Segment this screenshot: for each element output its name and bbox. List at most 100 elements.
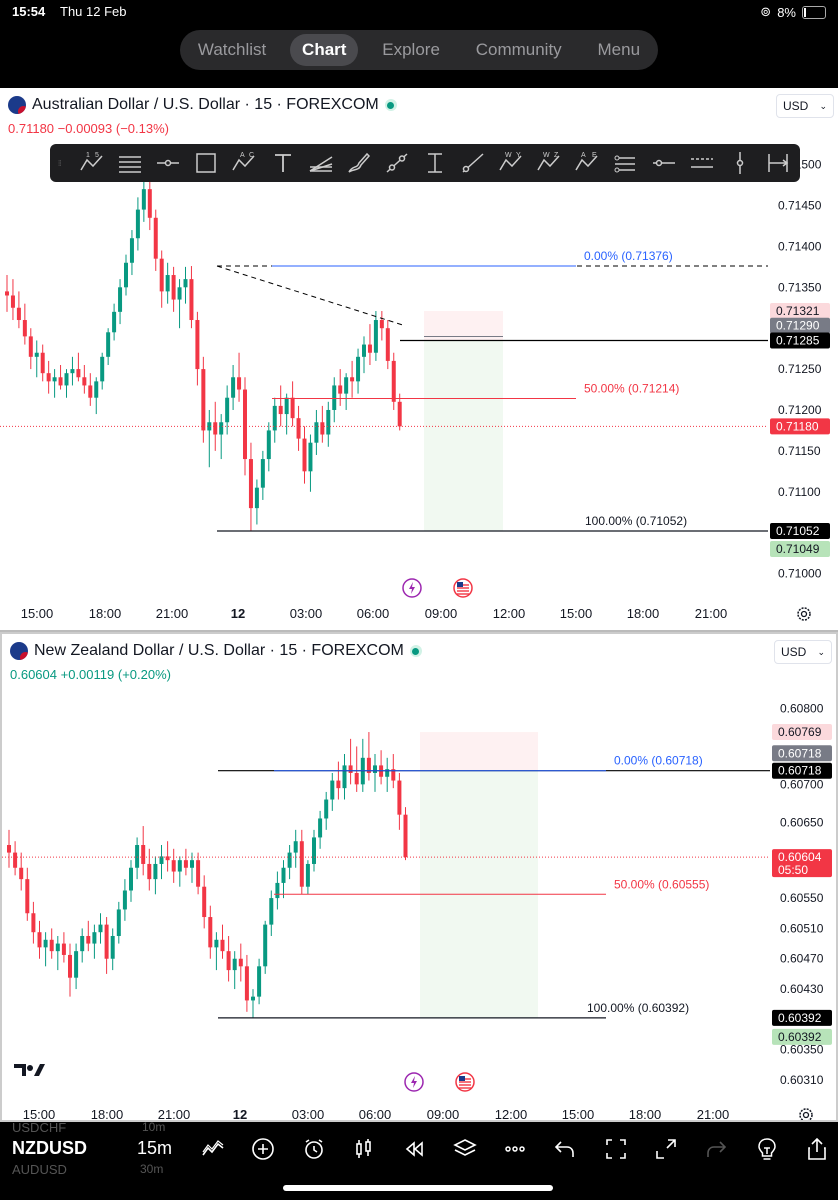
date-range-icon[interactable] — [764, 149, 792, 177]
add-icon[interactable] — [250, 1136, 276, 1162]
symbol-picker[interactable]: NZDUSD — [12, 1138, 87, 1158]
candle — [299, 829, 304, 895]
time-axis-label: 12:00 — [495, 1107, 528, 1120]
tab-community[interactable]: Community — [475, 40, 562, 59]
parallel-lines-icon[interactable] — [611, 149, 639, 177]
fib-fan-icon[interactable] — [307, 149, 335, 177]
bottom-toolbar: USDCHF NZDUSD AUDUSD 10m 15m 30m — [0, 1120, 838, 1200]
rectangle-icon[interactable] — [192, 149, 220, 177]
drawing-tools-icon[interactable] — [200, 1136, 226, 1162]
candle — [278, 385, 283, 427]
candle-body — [82, 377, 87, 386]
candle-body — [58, 377, 63, 386]
tab-menu[interactable]: Menu — [597, 40, 641, 59]
interval-picker[interactable]: 15m — [137, 1138, 173, 1158]
candle — [373, 311, 378, 361]
share-icon[interactable] — [804, 1136, 830, 1162]
horizontal-ray-icon[interactable] — [154, 149, 182, 177]
vertical-line-icon[interactable] — [726, 149, 754, 177]
drag-handle-icon[interactable] — [58, 149, 68, 177]
chart-pane-nzdusd[interactable]: 0.00% (0.60718) 50.00% (0.60555) 100.00% (… — [0, 632, 838, 1122]
currency-select[interactable]: USD ⌄ — [776, 94, 834, 118]
svg-text:A: A — [240, 152, 245, 159]
tab-watchlist[interactable]: Watchlist — [197, 40, 267, 59]
pane-divider[interactable] — [0, 630, 838, 632]
candle-body — [214, 939, 219, 948]
svg-text:E: E — [592, 152, 597, 159]
price-range-icon[interactable] — [421, 149, 449, 177]
candle-body — [153, 863, 158, 880]
horizontal-lines-icon[interactable] — [116, 149, 144, 177]
candle-body — [257, 966, 262, 997]
candle-body — [231, 377, 236, 398]
chevron-down-icon: ⌄ — [819, 100, 827, 111]
undo-icon[interactable] — [552, 1136, 578, 1162]
tab-explore[interactable]: Explore — [382, 40, 440, 59]
candles-icon[interactable] — [351, 1136, 377, 1162]
candle — [318, 810, 323, 849]
brush-icon[interactable] — [345, 149, 373, 177]
settings-gear-icon — [797, 607, 811, 621]
time-axis-label: 03:00 — [290, 606, 323, 621]
candle — [5, 275, 9, 312]
candle — [342, 754, 347, 800]
interval-prev[interactable]: 10m — [142, 1120, 166, 1134]
price-scale-label: 0.71250 — [778, 362, 822, 376]
candle-body — [266, 430, 271, 460]
chart-canvas-nzdusd[interactable]: 0.00% (0.60718) 50.00% (0.60555) 100.00% (… — [2, 634, 836, 1120]
price-scale-label: 0.71450 — [778, 199, 822, 213]
price-change: +0.00119 — [60, 667, 115, 682]
interval-next[interactable]: 30m — [140, 1162, 164, 1176]
expand-icon[interactable] — [653, 1136, 679, 1162]
candle-body — [391, 360, 396, 402]
last-price: 0.71180 — [8, 121, 55, 136]
candle-body — [74, 951, 79, 978]
horizontal-line-icon[interactable] — [650, 149, 678, 177]
text-icon[interactable] — [269, 149, 297, 177]
symbol-next[interactable]: AUDUSD — [12, 1162, 67, 1177]
candle — [98, 913, 103, 944]
candle-body — [86, 935, 91, 944]
currency-select[interactable]: USD ⌄ — [774, 640, 832, 664]
candle-body — [284, 397, 289, 415]
ray-icon[interactable] — [459, 149, 487, 177]
candle — [106, 328, 111, 365]
replay-icon[interactable] — [401, 1136, 427, 1162]
candle-body — [183, 279, 188, 288]
candle-body — [165, 275, 170, 292]
bulb-icon[interactable] — [754, 1136, 780, 1162]
candle — [275, 871, 280, 910]
price-scale-label: 0.60650 — [780, 815, 824, 829]
time-axis-label: 18:00 — [627, 606, 660, 621]
candle-body — [397, 401, 402, 427]
extended-lines-icon[interactable] — [688, 149, 716, 177]
chart-canvas-audusd[interactable]: 0.00% (0.71376) 50.00% (0.71214) 100.00% (… — [0, 88, 838, 630]
candle-body — [49, 939, 54, 952]
layers-icon[interactable] — [452, 1136, 478, 1162]
price-scale-label: 0.71400 — [778, 239, 822, 253]
candle-body — [190, 860, 194, 868]
date: Thu 12 Feb — [60, 4, 127, 19]
candle-body — [10, 295, 15, 308]
candle — [64, 369, 69, 398]
battery-status: ⊚ 8% — [760, 4, 826, 20]
gear-outer — [799, 1108, 813, 1120]
candle — [183, 848, 188, 876]
alarm-icon[interactable] — [301, 1136, 327, 1162]
trend-line-icon[interactable] — [383, 149, 411, 177]
candle-body — [183, 860, 188, 868]
symbol-prev[interactable]: USDCHF — [12, 1120, 67, 1135]
candle — [31, 901, 36, 944]
redo-icon[interactable] — [703, 1136, 729, 1162]
price-scale-label: 0.71100 — [778, 485, 821, 499]
candle — [74, 943, 79, 990]
more-icon[interactable] — [502, 1136, 528, 1162]
event-lightning-bolt — [409, 582, 415, 594]
fullscreen-icon[interactable] — [603, 1136, 629, 1162]
tab-chart[interactable]: Chart — [290, 34, 359, 66]
